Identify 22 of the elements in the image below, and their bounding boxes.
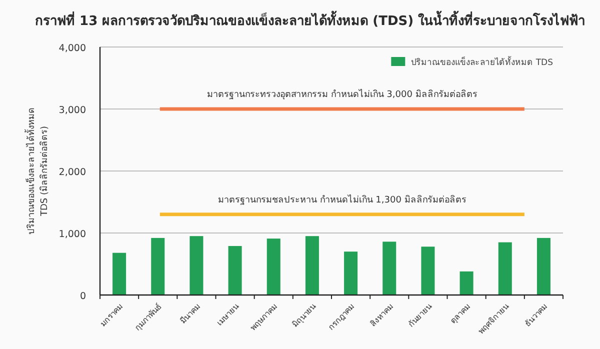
legend-label: ปริมาณของแข็งละลายได้ทั้งหมด TDS — [411, 56, 553, 68]
bar — [112, 252, 126, 295]
y-tick-label: 4,000 — [58, 43, 86, 54]
bar — [382, 242, 396, 295]
y-tick-label: 2,000 — [58, 167, 86, 178]
y-axis-title: ปริมาณของแข็งละลายได้ทั้งหมด TDS (มิลลิกรัมต่อลิตร) — [24, 108, 50, 234]
ref-line-label: มาตรฐานกรมชลประหาน กำหนดไม่เกิน 1,300 มิลลิกรัมต่อลิตร — [218, 194, 466, 206]
y-tick-label: 3,000 — [58, 105, 86, 116]
ref-line-label: มาตรฐานกระทรวงอุตสาหกรรม กำหนดไม่เกิน 3,000 มิลลิกรัมต่อลิตร — [206, 89, 478, 100]
bar — [190, 236, 204, 295]
y-tick-label: 0 — [80, 291, 86, 302]
chart-title: กราฟที่ 13 ผลการตรวจวัดปริมาณของแข็งละลายได้ทั้งหมด (TDS) ในน้ำทิ้งที่ระบายจากโรงไฟฟ้า — [35, 10, 586, 29]
bar — [228, 246, 242, 295]
bar — [536, 238, 550, 295]
bar — [460, 271, 474, 295]
bar — [344, 252, 358, 295]
y-tick-label: 1,000 — [58, 229, 86, 240]
bar — [151, 238, 165, 295]
bar — [498, 242, 512, 295]
bar — [421, 246, 435, 295]
bar — [305, 236, 319, 295]
bar — [266, 238, 280, 295]
